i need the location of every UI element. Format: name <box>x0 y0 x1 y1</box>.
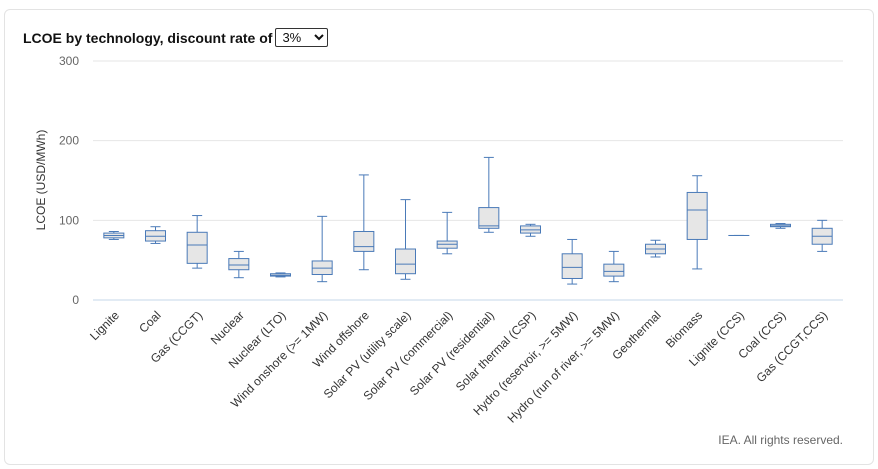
box <box>186 231 208 264</box>
x-tick-label: Lignite <box>87 308 122 343</box>
chart-header: LCOE by technology, discount rate of 3%7… <box>23 28 329 47</box>
box <box>353 230 375 252</box>
y-tick-label: 0 <box>72 293 79 307</box>
box <box>478 207 500 229</box>
y-axis-label: LCOE (USD/MWh) <box>34 130 48 231</box>
y-tick-label: 300 <box>59 54 79 68</box>
discount-rate-select[interactable]: 3%7%10% <box>275 28 329 47</box>
copyright-note: IEA. All rights reserved. <box>718 433 843 447</box>
chart-title: LCOE by technology, discount rate of <box>23 29 273 46</box>
x-tick-label: Coal <box>136 308 163 335</box>
y-tick-label: 200 <box>59 134 79 148</box>
box <box>561 253 583 279</box>
x-tick-label: Gas (CCGT,CCS) <box>753 308 830 385</box>
box <box>228 258 250 271</box>
box <box>686 191 708 240</box>
x-tick-label: Solar thermal (CSP) <box>453 308 539 394</box>
y-tick-label: 100 <box>59 213 79 227</box>
x-tick-label: Nuclear <box>208 308 247 347</box>
box <box>395 248 416 275</box>
box <box>603 263 625 277</box>
x-tick-label: Biomass <box>663 308 705 350</box>
